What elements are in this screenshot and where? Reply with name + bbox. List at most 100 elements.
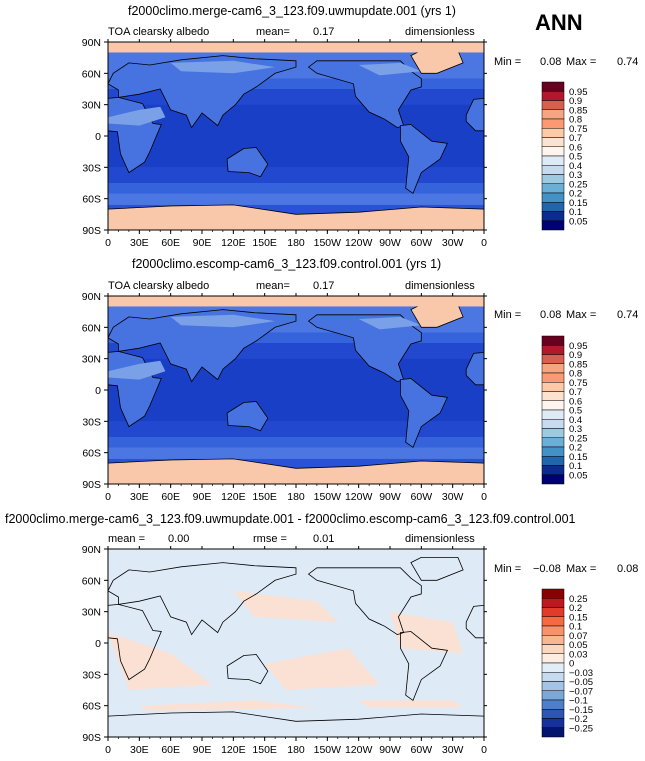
- colorbar-swatch: [541, 428, 565, 438]
- panel2-max-label: Max =: [566, 309, 597, 321]
- colorbar-swatch: [541, 625, 565, 636]
- desert-region: [108, 106, 166, 126]
- colorbar-swatch: [541, 588, 565, 599]
- x-tick-label: 90E: [193, 744, 212, 756]
- panel1-title: f2000climo.merge-cam6_3_123.f09.uwmupdat…: [128, 4, 456, 18]
- colorbar-label: 0.6: [569, 396, 582, 407]
- x-tick-label: 60E: [161, 491, 180, 503]
- x-tick-label: 0: [105, 237, 111, 249]
- australia-outline: [226, 654, 269, 685]
- panel3-mean-label: mean =: [108, 533, 145, 545]
- x-tick-label: 90W: [379, 237, 401, 249]
- colorbar-swatch: [541, 690, 565, 701]
- panel2-title: f2000climo.escomp-cam6_3_123.f09.control…: [132, 257, 442, 271]
- x-tick-label: 150E: [252, 237, 277, 249]
- australia-outline: [226, 401, 269, 432]
- colorbar-label: 0.8: [569, 369, 582, 380]
- colorbar-label: 0.75: [569, 378, 588, 389]
- colorbar-swatch: [541, 419, 565, 429]
- lat-band: [108, 437, 484, 448]
- colorbar-label: 0.05: [569, 216, 588, 227]
- colorbar-label: 0.1: [569, 622, 582, 633]
- colorbar-swatch: [541, 635, 565, 645]
- y-tick-label: 60N: [82, 68, 101, 80]
- colorbar-swatch: [541, 409, 565, 420]
- lat-band: [108, 193, 484, 205]
- y-tick-label: 90S: [82, 225, 101, 237]
- colorbar-label: 0.7: [569, 387, 582, 398]
- colorbar-label: −0.15: [569, 705, 593, 716]
- colorbar-1: 0.950.90.850.80.750.70.60.50.40.30.250.2…: [541, 81, 588, 231]
- y-tick-label: 90S: [82, 732, 101, 744]
- colorbar-label: 0.9: [569, 96, 582, 107]
- panel1-mean-value: 0.17: [313, 26, 335, 38]
- x-tick-label: 0: [481, 491, 487, 503]
- colorbar-label: 0.5: [569, 406, 582, 417]
- colorbar-label: −0.05: [569, 677, 593, 688]
- colorbar-label: 0.4: [569, 415, 582, 426]
- colorbar-swatch: [541, 345, 565, 355]
- eurasia-outline: [107, 309, 297, 383]
- colorbar-label: 0.25: [569, 179, 588, 190]
- x-tick-label: 90E: [193, 491, 212, 503]
- x-tick-label: 30W: [442, 744, 464, 756]
- australia-outline: [226, 147, 269, 178]
- x-tick-label: 30W: [442, 491, 464, 503]
- y-tick-label: 90N: [82, 544, 101, 556]
- x-tick-label: 0: [105, 491, 111, 503]
- positive-anomaly-patch: [390, 611, 464, 654]
- colorbar-swatch: [541, 372, 565, 383]
- africa-outline: [107, 603, 162, 681]
- panel1-mean-label: mean=: [256, 26, 290, 38]
- panel2-units: dimensionless: [405, 280, 475, 292]
- colorbar-3: 0.250.20.150.10.070.050.030−0.03−0.05−0.…: [541, 588, 593, 738]
- colorbar-swatch: [541, 363, 565, 374]
- y-tick-label: 0: [95, 638, 101, 650]
- colorbar-swatch: [541, 335, 565, 346]
- x-tick-label: 30E: [130, 744, 149, 756]
- colorbar-label: 0.4: [569, 161, 582, 172]
- panel3-rmse-value: 0.01: [313, 533, 335, 545]
- colorbar-swatch: [541, 662, 565, 673]
- colorbar-label: 0.05: [569, 470, 588, 481]
- lat-band: [108, 332, 484, 343]
- colorbar-swatch: [541, 174, 565, 184]
- colorbar-label: 0.15: [569, 452, 588, 463]
- panel3-min-value: −0.08: [533, 563, 561, 575]
- colorbar-label: 0.07: [569, 631, 588, 642]
- colorbar-label: 0.1: [569, 207, 582, 218]
- colorbar-swatch: [541, 607, 565, 617]
- colorbar-swatch: [541, 644, 565, 654]
- colorbar-swatch: [541, 437, 565, 448]
- x-tick-label: 60W: [411, 744, 433, 756]
- south-america-outline: [399, 631, 448, 702]
- colorbar-label: 0: [569, 659, 574, 670]
- panel3-units: dimensionless: [405, 533, 475, 545]
- colorbar-swatch: [541, 100, 565, 110]
- y-tick-label: 0: [95, 131, 101, 143]
- colorbar-label: 0.2: [569, 443, 582, 454]
- x-tick-label: 0: [481, 237, 487, 249]
- panel1-max-label: Max =: [566, 56, 597, 68]
- colorbar-swatch: [541, 474, 565, 485]
- panel2-min-label: Min =: [494, 309, 522, 321]
- x-tick-label: 0: [105, 744, 111, 756]
- colorbar-swatch: [541, 146, 565, 157]
- x-tick-label: 90W: [379, 744, 401, 756]
- y-tick-label: 0: [95, 385, 101, 397]
- panel1-variable-label: TOA clearsky albedo: [108, 26, 210, 38]
- lat-band: [108, 183, 484, 194]
- y-tick-label: 60S: [82, 701, 101, 713]
- x-tick-label: 90W: [379, 491, 401, 503]
- south-america-outline: [399, 124, 448, 195]
- colorbar-swatch: [541, 672, 565, 682]
- x-tick-label: 0: [481, 744, 487, 756]
- colorbar-swatch: [541, 465, 565, 475]
- colorbar-label: 0.95: [569, 341, 588, 352]
- colorbar-label: 0.15: [569, 612, 588, 623]
- x-tick-label: 60E: [161, 744, 180, 756]
- y-tick-label: 30S: [82, 416, 101, 428]
- colorbar-swatch: [541, 727, 565, 738]
- panel3-rmse-label: rmse =: [253, 533, 287, 545]
